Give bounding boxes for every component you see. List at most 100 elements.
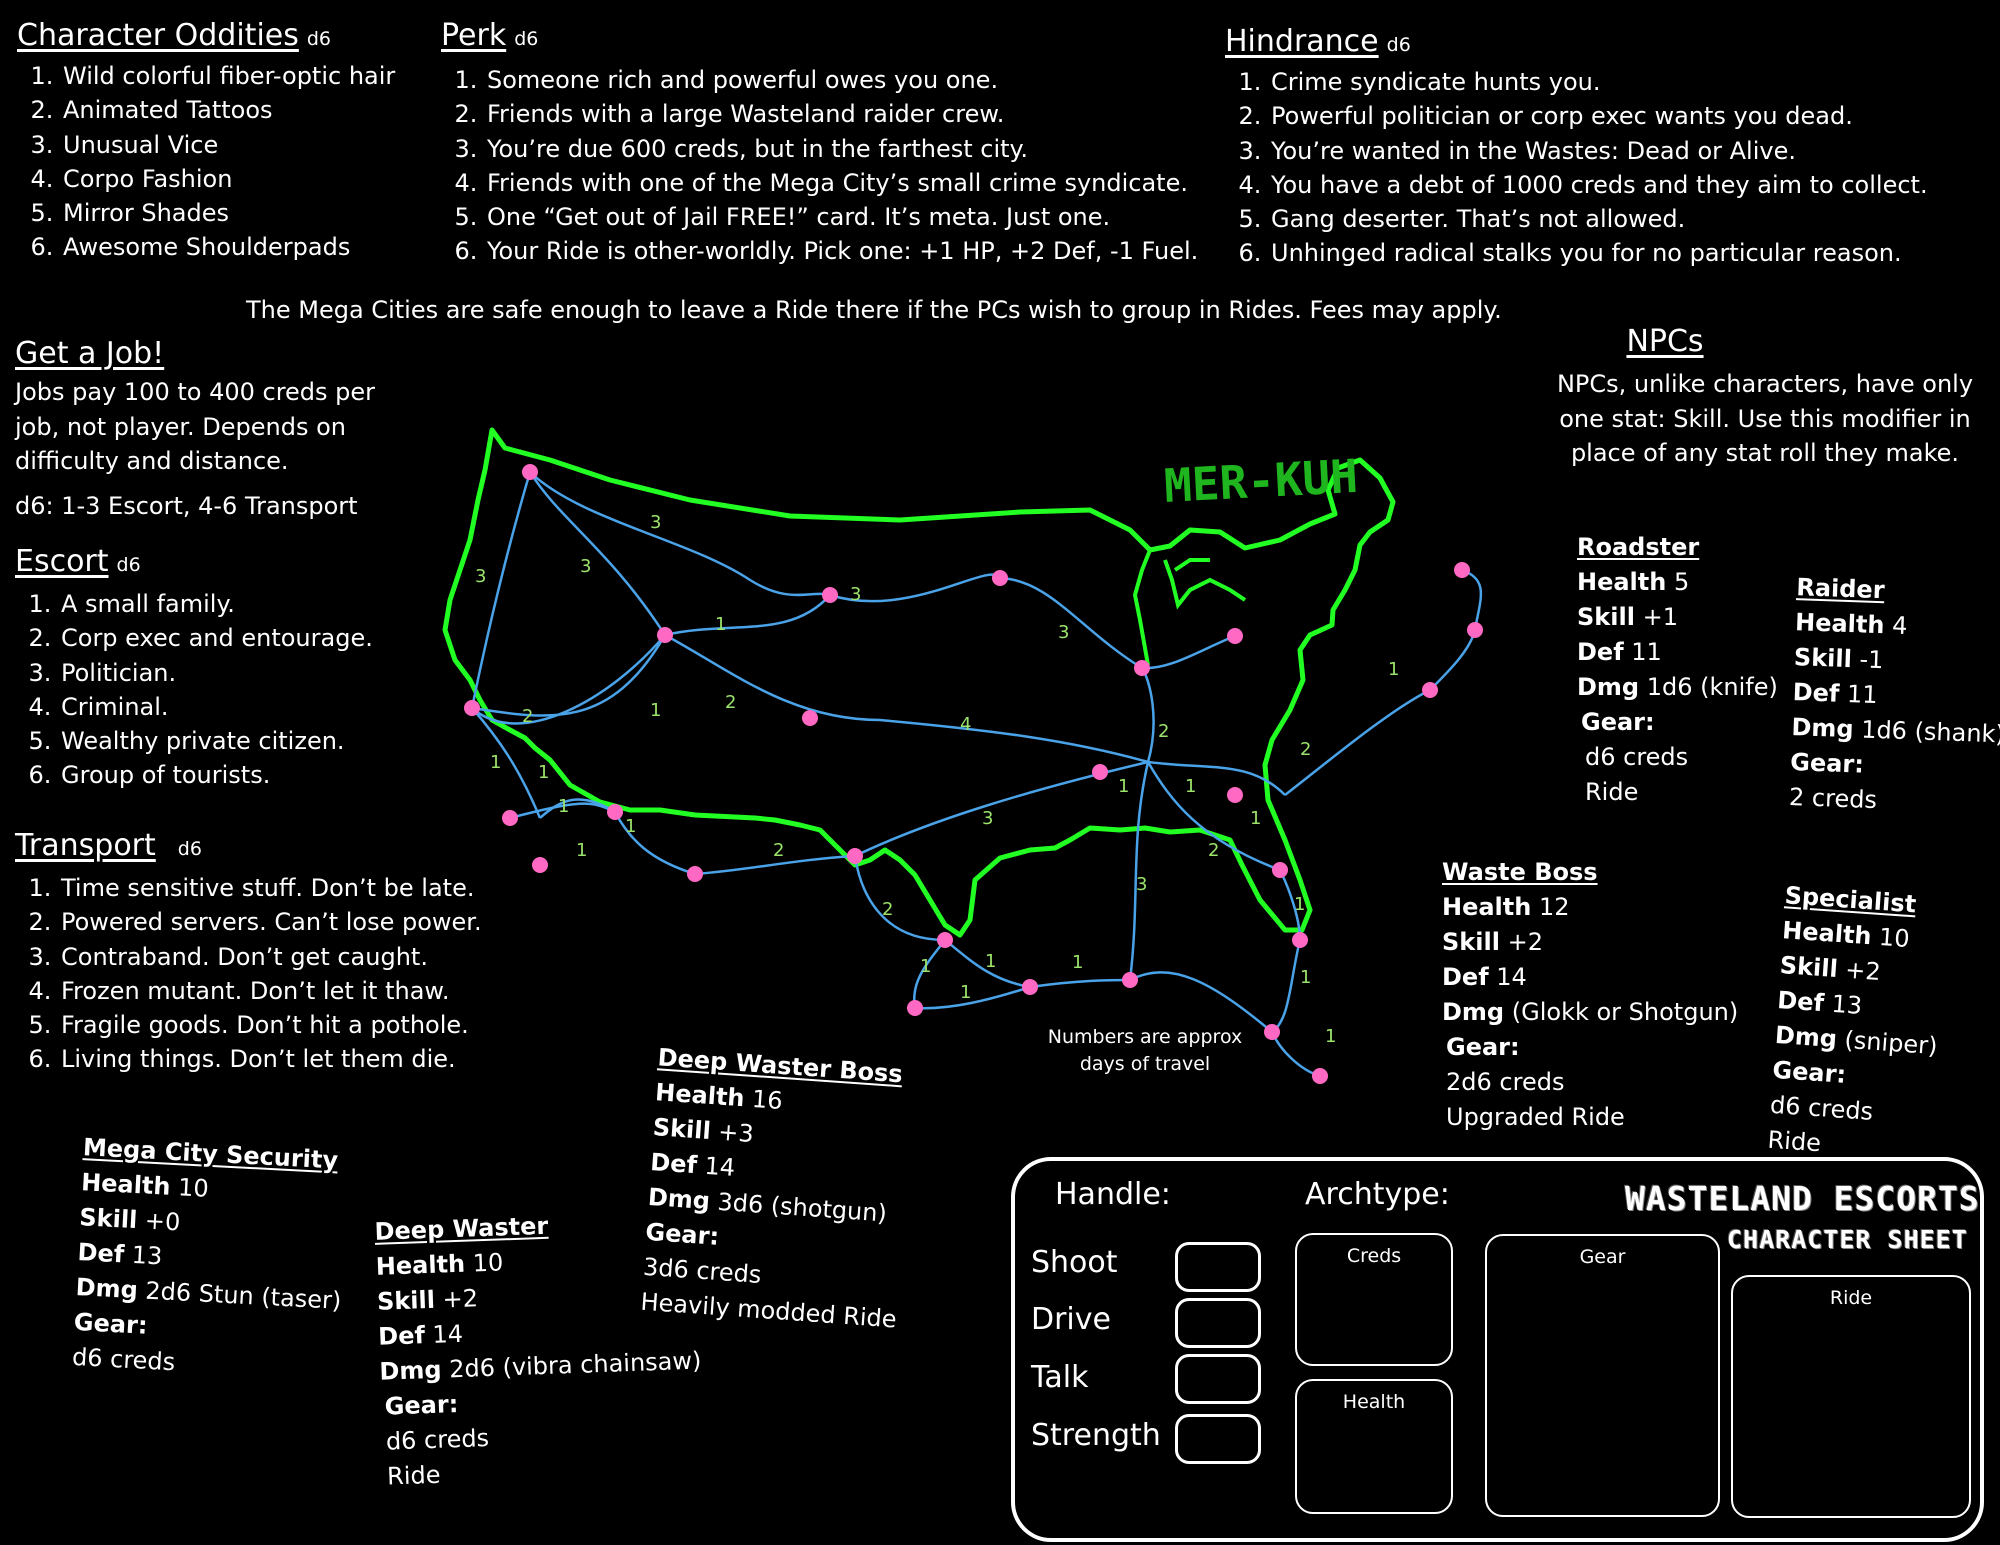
svg-text:1: 1: [920, 956, 931, 977]
list-item: Criminal.: [59, 690, 373, 724]
skill-value: +2: [1844, 955, 1882, 987]
list-item: Contraband. Don’t get caught.: [59, 940, 482, 974]
oddities-section: Character Oddities d6 Wild colorful fiber…: [17, 18, 395, 265]
def-label: Def: [1792, 678, 1840, 708]
skill-label: Skill: [1577, 603, 1635, 631]
gear-item: d6 creds: [1585, 743, 1689, 771]
health-value: 5: [1673, 568, 1690, 596]
svg-text:1: 1: [538, 762, 549, 783]
gear-label: Gear:: [384, 1390, 459, 1421]
health-value: 4: [1891, 611, 1908, 641]
list-item: Time sensitive stuff. Don’t be late.: [59, 871, 482, 905]
gear-label: Gear:: [1771, 1055, 1848, 1089]
dmg-label: Dmg: [378, 1355, 443, 1386]
npc-deep-waster-boss: Deep Waster Boss Health 16 Skill +3 Def …: [635, 1040, 914, 1337]
health-label: Health: [1577, 568, 1667, 596]
gear-box-label: Gear: [1579, 1246, 1626, 1268]
list-item: Unhinged radical stalks you for no parti…: [1269, 236, 1928, 270]
svg-text:1: 1: [715, 614, 726, 635]
svg-text:1: 1: [576, 840, 587, 861]
usa-outline: [442, 427, 1396, 938]
list-item: One “Get out of Jail FREE!” card. It’s m…: [485, 200, 1198, 234]
health-value: 16: [751, 1084, 784, 1116]
stat-label-drive: Drive: [1031, 1302, 1111, 1337]
transport-section: Transport d6 Time sensitive stuff. Don’t …: [15, 828, 482, 1077]
health-label: Health: [1781, 916, 1873, 951]
list-item: Politician.: [59, 656, 373, 690]
health-box[interactable]: Health: [1295, 1379, 1453, 1514]
handle-label: Handle:: [1055, 1177, 1171, 1212]
strength-stat-box[interactable]: [1175, 1414, 1261, 1464]
list-item: Wild colorful fiber-optic hair: [61, 59, 395, 93]
dmg-value: 1d6 (knife): [1646, 673, 1778, 701]
def-value: 13: [1830, 989, 1864, 1020]
stat-label-strength: Strength: [1031, 1418, 1161, 1453]
stat-label-talk: Talk: [1031, 1360, 1089, 1395]
perk-title: Perk: [441, 18, 507, 53]
skill-value: +2: [1507, 928, 1543, 956]
svg-text:2: 2: [1208, 840, 1219, 861]
job-text: Jobs pay 100 to 400 creds per job, not p…: [15, 378, 376, 475]
list-item: Awesome Shoulderpads: [61, 230, 395, 264]
list-item: Fragile goods. Don’t hit a pothole.: [59, 1008, 482, 1042]
list-item: You’re due 600 creds, but in the farthes…: [485, 132, 1198, 166]
svg-text:1: 1: [1300, 967, 1311, 988]
npc-waste-boss: Waste Boss Health 12 Skill +2 Def 14 Dmg…: [1438, 855, 1738, 1135]
svg-text:2: 2: [1300, 739, 1311, 760]
city-markers: [464, 464, 1483, 1084]
svg-text:1: 1: [1185, 776, 1196, 797]
list-item: Someone rich and powerful owes you one.: [485, 63, 1198, 97]
perk-die: d6: [514, 28, 539, 50]
svg-text:4: 4: [960, 714, 971, 735]
perk-list: Someone rich and powerful owes you one. …: [441, 63, 1198, 269]
job-section: Get a Job! Jobs pay 100 to 400 creds per…: [15, 336, 415, 523]
dmg-label: Dmg: [1577, 673, 1640, 701]
dmg-label: Dmg: [1791, 713, 1855, 744]
npcs-title: NPCs: [1626, 324, 1704, 359]
list-item: Friends with one of the Mega City’s smal…: [485, 166, 1198, 200]
skill-value: +2: [442, 1284, 479, 1314]
job-roll: d6: 1-3 Escort, 4-6 Transport: [15, 491, 358, 520]
shoot-stat-box[interactable]: [1175, 1242, 1261, 1292]
oddities-title: Character Oddities: [17, 18, 299, 53]
list-item: Wealthy private citizen.: [59, 724, 373, 758]
health-label: Health: [80, 1168, 172, 1201]
dmg-label: Dmg: [647, 1182, 711, 1216]
creds-box[interactable]: Creds: [1295, 1233, 1453, 1366]
npc-title: Roadster: [1577, 533, 1700, 561]
svg-text:2: 2: [882, 899, 893, 920]
gear-item: Ride: [1585, 778, 1639, 806]
def-label: Def: [649, 1148, 698, 1180]
health-label: Health: [1794, 608, 1885, 640]
drive-stat-box[interactable]: [1175, 1298, 1261, 1348]
hindrance-die: d6: [1386, 34, 1411, 56]
oddities-list: Wild colorful fiber-optic hair Animated …: [17, 59, 395, 265]
svg-text:1: 1: [985, 951, 996, 972]
dmg-label: Dmg: [75, 1273, 139, 1305]
svg-text:2: 2: [725, 692, 736, 713]
svg-text:1: 1: [650, 700, 661, 721]
npcs-section: NPCs NPCs, unlike characters, have only …: [1540, 324, 1990, 471]
skill-value: +0: [144, 1206, 182, 1237]
npc-title: Waste Boss: [1442, 858, 1598, 886]
svg-text:2: 2: [522, 706, 533, 727]
map-note: Numbers are approx days of travel: [1047, 1026, 1243, 1075]
svg-text:3: 3: [650, 512, 661, 533]
skill-label: Skill: [651, 1113, 712, 1146]
list-item: Mirror Shades: [61, 196, 395, 230]
hindrance-section: Hindrance d6 Crime syndicate hunts you. P…: [1225, 24, 1928, 271]
health-box-label: Health: [1342, 1391, 1406, 1413]
svg-text:1: 1: [1250, 808, 1261, 829]
skill-label: Skill: [1778, 951, 1839, 984]
talk-stat-box[interactable]: [1175, 1354, 1261, 1404]
gear-item: 2d6 creds: [1446, 1068, 1565, 1096]
ride-box-label: Ride: [1829, 1287, 1873, 1309]
skill-value: +3: [717, 1117, 755, 1149]
gear-box[interactable]: Gear: [1485, 1234, 1720, 1517]
list-item: Gang deserter. That’s not allowed.: [1269, 202, 1928, 236]
skill-label: Skill: [1442, 928, 1500, 956]
ride-box[interactable]: Ride: [1731, 1275, 1971, 1518]
gear-label: Gear:: [1446, 1033, 1520, 1061]
gear-item: Upgraded Ride: [1446, 1103, 1625, 1131]
list-item: Your Ride is other-worldly. Pick one: +1…: [485, 234, 1198, 268]
